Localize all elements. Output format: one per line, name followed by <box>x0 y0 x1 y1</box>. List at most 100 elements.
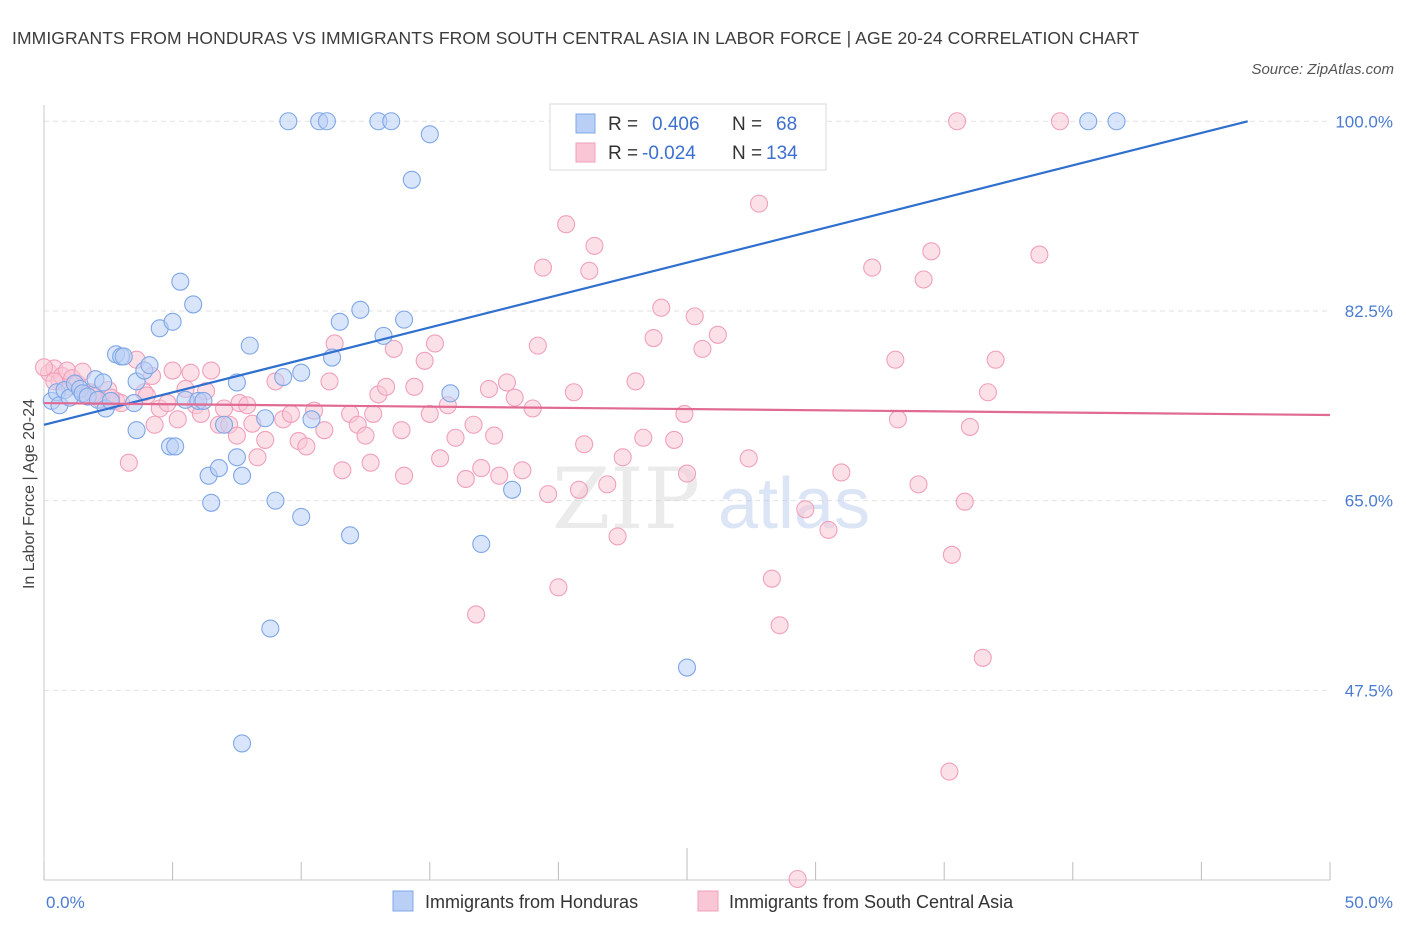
data-point <box>232 734 252 753</box>
data-point <box>395 310 414 329</box>
legend-n-value-honduras: 68 <box>776 114 797 135</box>
trend-lines <box>43 120 1331 426</box>
data-point <box>539 485 558 504</box>
data-point <box>533 258 553 277</box>
data-point <box>505 388 524 407</box>
data-point <box>333 461 352 480</box>
data-point <box>888 410 907 429</box>
data-point <box>292 363 311 382</box>
legend-n-label-honduras: N = <box>732 114 762 135</box>
data-point <box>382 112 401 131</box>
data-point <box>163 312 182 331</box>
legend-r-label-honduras: R = <box>608 114 638 135</box>
data-point <box>986 350 1005 369</box>
data-point <box>472 534 491 554</box>
data-point <box>166 437 185 456</box>
data-points <box>34 112 1126 889</box>
data-point <box>960 417 979 436</box>
data-point <box>456 469 475 489</box>
data-point <box>749 194 769 213</box>
stats-legend: R = 0.406 N = 68 R = -0.024 N = 134 <box>549 103 827 171</box>
data-point <box>909 475 928 494</box>
data-point <box>613 448 632 467</box>
data-point <box>202 361 221 380</box>
data-point <box>575 435 594 454</box>
y-tick-label: 100.0% <box>1335 112 1393 131</box>
data-point <box>101 391 120 410</box>
data-point <box>405 377 424 396</box>
data-point <box>955 492 974 511</box>
data-point <box>652 298 671 317</box>
data-point <box>598 475 617 494</box>
data-point <box>472 459 491 478</box>
data-point <box>94 373 113 392</box>
source-credit: Source: ZipAtlas.com <box>1251 61 1394 78</box>
data-point <box>644 328 663 348</box>
data-point <box>708 325 727 344</box>
data-point <box>232 466 252 485</box>
data-point <box>281 404 300 423</box>
data-point <box>739 449 758 468</box>
data-point <box>677 464 697 483</box>
data-point <box>351 300 370 319</box>
data-point <box>886 350 905 369</box>
data-point <box>1050 112 1069 131</box>
y-axis-label: In Labor Force | Age 20-24 <box>21 399 38 589</box>
data-point <box>377 377 396 396</box>
series-legend-label-honduras: Immigrants from Honduras <box>425 892 638 912</box>
data-point <box>942 545 961 564</box>
y-tick-label: 82.5% <box>1345 302 1393 321</box>
data-point <box>181 363 200 382</box>
data-point <box>140 356 159 375</box>
data-point <box>171 272 190 291</box>
series-legend-swatch-south-central-asia <box>697 890 719 912</box>
data-point <box>202 493 221 512</box>
data-point <box>240 336 259 355</box>
data-point <box>770 616 789 635</box>
data-point <box>564 383 583 402</box>
data-point <box>914 270 933 289</box>
data-point <box>569 480 589 499</box>
data-point <box>634 428 653 447</box>
data-point <box>297 437 316 456</box>
data-point <box>503 480 522 499</box>
data-point <box>420 125 439 144</box>
data-point <box>431 449 450 468</box>
chart-title: IMMIGRANTS FROM HONDURAS VS IMMIGRANTS F… <box>12 28 1140 48</box>
data-point <box>819 520 838 539</box>
legend-r-label-south-central-asia: R = <box>608 143 638 164</box>
legend-n-label-south-central-asia: N = <box>732 143 762 164</box>
data-point <box>214 399 234 418</box>
data-point <box>415 351 434 370</box>
data-point <box>392 421 411 440</box>
data-point <box>832 463 851 482</box>
data-point <box>788 869 807 889</box>
data-point <box>256 430 275 449</box>
data-point <box>580 261 599 280</box>
data-point <box>513 461 532 480</box>
data-point <box>528 336 547 355</box>
data-point <box>677 658 697 677</box>
data-point <box>302 410 321 429</box>
data-point <box>114 347 133 366</box>
data-point <box>364 404 383 423</box>
x-tick-label-min: 0.0% <box>46 893 85 912</box>
data-point <box>922 242 941 261</box>
data-point <box>330 312 349 331</box>
data-point <box>341 526 360 545</box>
data-point <box>227 448 246 467</box>
data-point <box>863 258 882 277</box>
legend-n-value-south-central-asia: 134 <box>766 143 798 164</box>
trend-line-south-central-asia <box>43 401 1331 417</box>
data-point <box>356 426 375 445</box>
data-point <box>320 372 339 391</box>
data-point <box>796 500 815 519</box>
series-legend-swatch-honduras <box>392 890 414 912</box>
series-legend-label-south-central-asia: Immigrants from South Central Asia <box>729 892 1014 912</box>
data-point <box>274 368 293 387</box>
y-tick-label: 47.5% <box>1345 681 1393 700</box>
data-point <box>315 421 334 440</box>
data-point <box>168 410 187 429</box>
data-point <box>374 326 393 345</box>
